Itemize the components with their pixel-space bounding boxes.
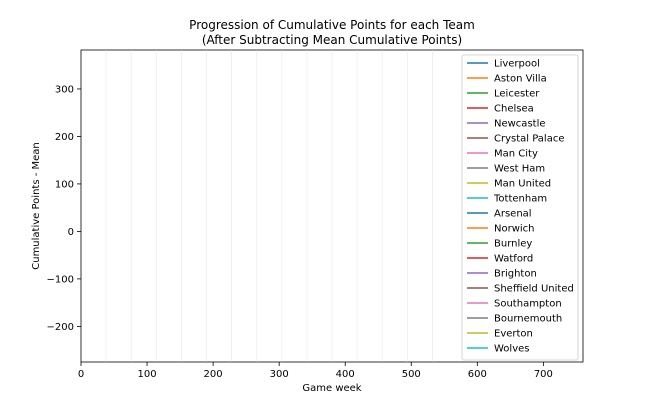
y-axis: −200 −100 0 100 200 300 bbox=[47, 84, 81, 333]
y-tick-label: 0 bbox=[68, 227, 74, 238]
legend-entry: Newcastle bbox=[494, 119, 546, 130]
x-axis-label: Game week bbox=[302, 383, 361, 394]
x-tick-label: 700 bbox=[534, 369, 553, 380]
chart-subtitle: (After Subtracting Mean Cumulative Point… bbox=[202, 33, 462, 47]
legend-entry: Arsenal bbox=[494, 209, 532, 220]
x-tick-label: 400 bbox=[336, 369, 355, 380]
legend-entry: Southampton bbox=[494, 299, 562, 310]
y-tick-label: 300 bbox=[55, 84, 74, 95]
y-tick-label: 100 bbox=[55, 179, 74, 190]
legend-entry: Brighton bbox=[494, 269, 537, 280]
x-tick-label: 600 bbox=[468, 369, 487, 380]
y-tick-label: −200 bbox=[47, 322, 74, 333]
x-tick-label: 300 bbox=[270, 369, 289, 380]
legend: Liverpool Aston Villa Leicester Chelsea Newc… bbox=[461, 54, 579, 361]
chart-title: Progression of Cumulative Points for eac… bbox=[189, 18, 475, 32]
legend-entry: Norwich bbox=[494, 224, 535, 235]
legend-entry: Watford bbox=[494, 254, 533, 265]
x-tick-label: 100 bbox=[138, 369, 157, 380]
legend-entry: Burnley bbox=[494, 239, 532, 250]
legend-box bbox=[461, 54, 579, 361]
legend-entry: West Ham bbox=[494, 164, 545, 175]
legend-entry: Man United bbox=[494, 179, 551, 190]
legend-entry: Leicester bbox=[494, 89, 540, 100]
x-axis: 0 100 200 300 400 500 600 700 bbox=[78, 362, 553, 380]
legend-entry: Bournemouth bbox=[494, 314, 562, 325]
x-tick-label: 0 bbox=[78, 369, 84, 380]
legend-entry: Aston Villa bbox=[494, 74, 547, 85]
legend-entry: Tottenham bbox=[493, 194, 547, 205]
y-axis-label: Cumulative Points - Mean bbox=[31, 142, 42, 270]
legend-entry: Wolves bbox=[494, 344, 529, 355]
x-tick-label: 200 bbox=[204, 369, 223, 380]
reference-lines bbox=[105, 50, 433, 362]
legend-entry: Crystal Palace bbox=[494, 134, 565, 145]
x-tick-label: 500 bbox=[402, 369, 421, 380]
legend-entry: Sheffield United bbox=[494, 284, 574, 295]
legend-entry: Chelsea bbox=[494, 104, 534, 115]
legend-entry: Everton bbox=[494, 329, 533, 340]
y-tick-label: −100 bbox=[47, 274, 74, 285]
legend-entry: Man City bbox=[494, 149, 538, 160]
legend-entry: Liverpool bbox=[494, 59, 540, 70]
y-tick-label: 200 bbox=[55, 132, 74, 143]
